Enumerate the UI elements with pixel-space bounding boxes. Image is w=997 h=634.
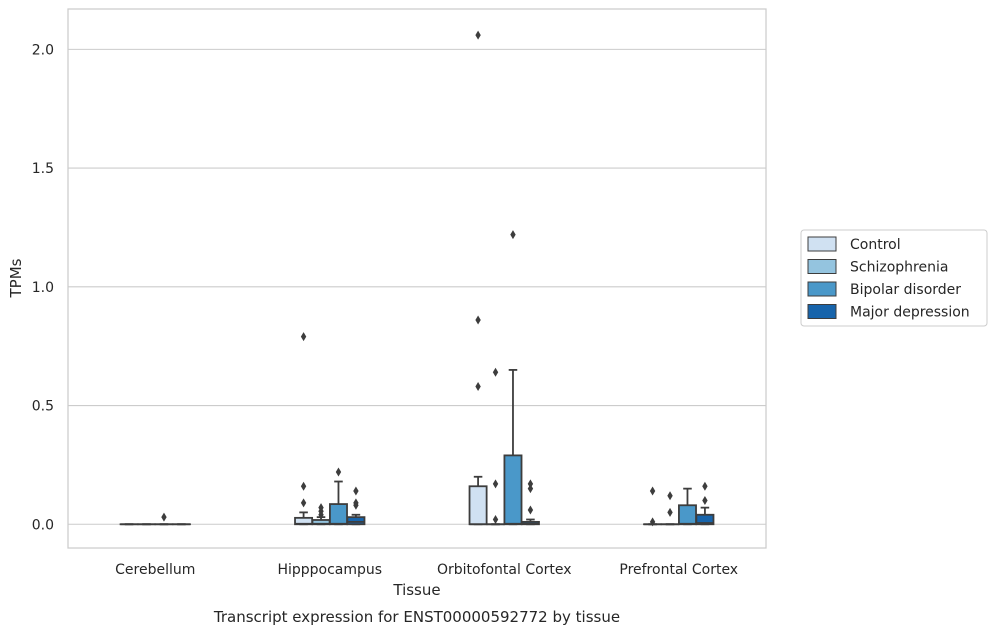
outlier-point bbox=[492, 515, 499, 525]
box-2-1 bbox=[486, 367, 505, 526]
legend-label: Major depression bbox=[850, 305, 970, 321]
box-1-1 bbox=[311, 503, 331, 526]
box-body bbox=[503, 454, 523, 526]
x-axis-title: Tissue bbox=[392, 581, 440, 599]
plot-frame bbox=[67, 8, 767, 549]
box-1-0 bbox=[294, 332, 314, 526]
outlier-point bbox=[300, 481, 307, 491]
x-tick-label: Cerebellum bbox=[115, 562, 195, 578]
outlier-point bbox=[649, 517, 656, 527]
legend: Control Schizophrenia Bipolar disorder Majo… bbox=[800, 229, 988, 327]
outlier-point bbox=[510, 230, 516, 240]
legend-swatch bbox=[807, 259, 837, 274]
outlier-point bbox=[492, 367, 499, 377]
outlier-point bbox=[702, 481, 708, 491]
outlier-point bbox=[161, 512, 167, 522]
legend-label: Schizophrenia bbox=[850, 260, 948, 276]
box-1-3 bbox=[346, 486, 366, 526]
box-0-2 bbox=[154, 512, 174, 526]
outlier-point bbox=[702, 496, 708, 506]
legend-label: Control bbox=[850, 237, 901, 253]
outlier-point bbox=[300, 498, 307, 508]
box-2-0 bbox=[468, 30, 488, 526]
x-tick-label: Prefrontal Cortex bbox=[619, 562, 738, 578]
outlier-point bbox=[527, 505, 534, 515]
outlier-point bbox=[335, 467, 342, 477]
box-body bbox=[346, 516, 366, 526]
box-3-1 bbox=[660, 491, 680, 526]
y-tick-label: 1.5 bbox=[32, 161, 54, 177]
legend-swatch bbox=[807, 236, 837, 252]
outlier-point bbox=[475, 382, 481, 392]
box-body bbox=[329, 503, 348, 526]
outlier-point bbox=[353, 486, 359, 496]
outlier-point bbox=[475, 30, 481, 40]
x-tick-label: Orbitofontal Cortex bbox=[437, 562, 572, 578]
outlier-point bbox=[318, 503, 324, 513]
box-1-2 bbox=[329, 467, 348, 526]
outlier-point bbox=[649, 486, 656, 496]
outlier-point bbox=[475, 315, 481, 325]
outlier-point bbox=[667, 507, 673, 517]
y-axis-title: TPMs bbox=[7, 258, 25, 298]
outlier-point bbox=[353, 498, 359, 508]
outlier-point bbox=[527, 484, 534, 494]
outlier-point bbox=[300, 332, 307, 342]
box-3-3 bbox=[695, 481, 715, 526]
box-body bbox=[695, 513, 715, 526]
box-layer bbox=[119, 30, 715, 527]
box-3-2 bbox=[678, 487, 697, 526]
x-tick-label: Hipppocampus bbox=[277, 562, 382, 578]
box-3-0 bbox=[643, 486, 663, 527]
box-2-2 bbox=[503, 230, 523, 526]
gridlines bbox=[68, 48, 766, 525]
y-tick-label: 0.0 bbox=[32, 517, 54, 533]
legend-swatch bbox=[807, 304, 837, 319]
legend-swatch bbox=[807, 281, 837, 297]
outlier-point bbox=[527, 479, 534, 489]
y-tick-label: 1.0 bbox=[32, 280, 54, 296]
box-body bbox=[468, 485, 488, 526]
outlier-point bbox=[667, 491, 673, 501]
box-body bbox=[678, 504, 697, 526]
y-tick-label: 2.0 bbox=[32, 42, 54, 58]
legend-frame bbox=[800, 229, 988, 327]
tick-labels: 0.0 0.5 1.0 1.5 2.0 Cerebellum Hipppocampus Orb… bbox=[32, 42, 738, 578]
chart-caption: Transcript expression for ENST0000059277… bbox=[213, 608, 620, 626]
legend-label: Bipolar disorder bbox=[850, 282, 961, 298]
y-tick-label: 0.5 bbox=[32, 399, 54, 415]
box-2-3 bbox=[520, 479, 540, 526]
outlier-point bbox=[492, 479, 499, 489]
